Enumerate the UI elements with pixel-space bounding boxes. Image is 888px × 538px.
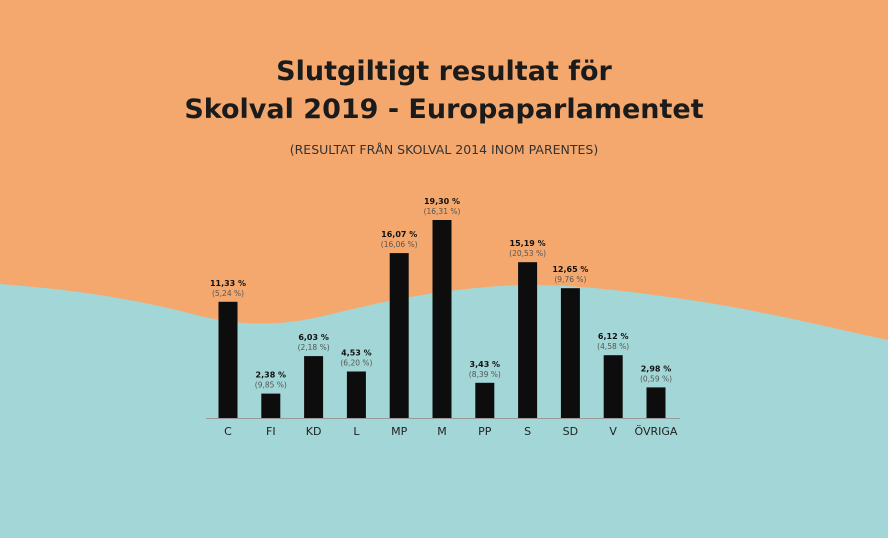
bar-mp <box>389 253 409 418</box>
value-label-pp: 3,43 % <box>470 360 501 369</box>
bar-fi <box>261 393 281 418</box>
category-label-sd: SD <box>563 425 578 438</box>
bar-c <box>218 301 238 418</box>
previous-label-c: (5,24 %) <box>212 289 244 298</box>
bar-m <box>432 220 452 418</box>
orange-wave <box>0 0 888 340</box>
bar-övriga <box>646 387 666 418</box>
category-label-fi: FI <box>266 425 276 438</box>
category-label-c: C <box>224 425 232 438</box>
previous-label-l: (6,20 %) <box>340 359 372 368</box>
bar-kd <box>304 356 324 418</box>
category-label-s: S <box>524 425 531 438</box>
previous-label-sd: (9,76 %) <box>554 275 586 284</box>
value-label-övriga: 2,98 % <box>641 364 672 373</box>
chart-title-line2: Skolval 2019 - Europaparlamentet <box>184 94 704 125</box>
category-label-mp: MP <box>391 425 407 438</box>
value-label-mp: 16,07 % <box>381 230 417 239</box>
category-label-övriga: ÖVRIGA <box>635 425 678 438</box>
value-label-v: 6,12 % <box>598 332 629 341</box>
value-label-m: 19,30 % <box>424 197 460 206</box>
value-label-fi: 2,38 % <box>256 371 287 380</box>
previous-label-s: (20,53 %) <box>509 249 546 258</box>
category-label-pp: PP <box>478 425 492 438</box>
value-label-c: 11,33 % <box>210 279 246 288</box>
previous-label-övriga: (0,59 %) <box>640 374 672 383</box>
value-label-s: 15,19 % <box>510 239 546 248</box>
previous-label-mp: (16,06 %) <box>381 240 418 249</box>
value-label-kd: 6,03 % <box>298 333 329 342</box>
value-label-l: 4,53 % <box>341 349 372 358</box>
category-label-v: V <box>609 425 617 438</box>
previous-label-kd: (2,18 %) <box>298 343 330 352</box>
bar-l <box>346 371 366 418</box>
category-label-l: L <box>353 425 360 438</box>
previous-label-v: (4,58 %) <box>597 342 629 351</box>
chart-title-line1: Slutgiltigt resultat för <box>276 56 612 87</box>
value-label-sd: 12,65 % <box>552 265 588 274</box>
bar-v <box>603 355 623 418</box>
bar-sd <box>560 288 580 418</box>
bar-s <box>518 262 538 418</box>
chart-subtitle: (RESULTAT FRÅN SKOLVAL 2014 INOM PARENTE… <box>289 142 599 157</box>
previous-label-pp: (8,39 %) <box>469 370 501 379</box>
previous-label-m: (16,31 %) <box>424 207 461 216</box>
category-label-kd: KD <box>306 425 322 438</box>
bar-pp <box>475 382 495 418</box>
category-label-m: M <box>437 425 447 438</box>
previous-label-fi: (9,85 %) <box>255 381 287 390</box>
